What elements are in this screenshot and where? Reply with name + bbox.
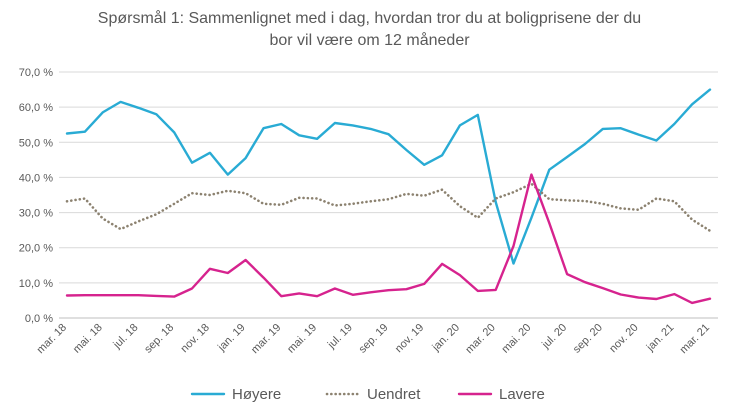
y-tick-label: 10,0 % bbox=[19, 278, 53, 290]
x-tick-label: jan. 21 bbox=[644, 322, 677, 355]
x-tick-label: mar. 18 bbox=[35, 322, 69, 356]
x-tick-label: nov. 20 bbox=[607, 322, 640, 355]
x-tick-label: sep. 18 bbox=[142, 322, 176, 356]
y-tick-label: 50,0 % bbox=[19, 137, 53, 149]
series-line-3 bbox=[65, 173, 712, 305]
x-tick-label: nov. 18 bbox=[179, 322, 212, 355]
x-tick-label: jul. 19 bbox=[325, 322, 355, 352]
legend-label-1: Høyere bbox=[232, 386, 281, 403]
x-tick-label: mar. 19 bbox=[249, 322, 283, 356]
grid-lines bbox=[59, 71, 718, 319]
y-tick-label: 40,0 % bbox=[19, 172, 53, 184]
legend-label-3: Lavere bbox=[499, 386, 545, 403]
chart-title-line-1: Spørsmål 1: Sammenlignet med i dag, hvor… bbox=[97, 10, 642, 27]
chart-title: Spørsmål 1: Sammenlignet med i dag, hvor… bbox=[0, 8, 739, 52]
series-line-1 bbox=[65, 88, 712, 265]
x-tick-label: mai. 18 bbox=[71, 322, 105, 356]
y-tick-label: 30,0 % bbox=[19, 208, 53, 220]
x-tick-label: jul. 18 bbox=[111, 322, 141, 352]
y-tick-label: 70,0 % bbox=[19, 67, 53, 79]
x-tick-label: jan. 19 bbox=[215, 322, 248, 355]
x-tick-label: nov. 19 bbox=[393, 322, 426, 355]
x-tick-label: mai. 20 bbox=[500, 322, 534, 356]
series-lines bbox=[65, 88, 712, 305]
x-tick-label: jan. 20 bbox=[430, 322, 463, 355]
y-axis-labels: 0,0 % 10,0 % 20,0 % 30,0 % 40,0 % 50,0 % 60,0 … bbox=[19, 67, 53, 325]
x-tick-label: sep. 20 bbox=[571, 322, 605, 356]
y-tick-label: 0,0 % bbox=[25, 313, 53, 325]
x-tick-label: jul. 20 bbox=[539, 322, 569, 352]
y-tick-label: 60,0 % bbox=[19, 102, 53, 114]
x-axis-labels: mar. 18 mai. 18 jul. 18 sep. 18 nov. 18 jan. … bbox=[35, 322, 712, 356]
x-tick-label: sep. 19 bbox=[357, 322, 391, 356]
chart-title-line-2: bor vil være om 12 måneder bbox=[269, 32, 470, 49]
series-line-2 bbox=[65, 182, 712, 233]
x-tick-label: mai. 19 bbox=[285, 322, 319, 356]
legend-label-2: Uendret bbox=[367, 386, 421, 403]
x-tick-label: mar. 20 bbox=[463, 322, 497, 356]
x-tick-label: mar. 21 bbox=[678, 322, 712, 356]
legend: Høyere Uendret Lavere bbox=[190, 386, 545, 403]
y-tick-label: 20,0 % bbox=[19, 243, 53, 255]
